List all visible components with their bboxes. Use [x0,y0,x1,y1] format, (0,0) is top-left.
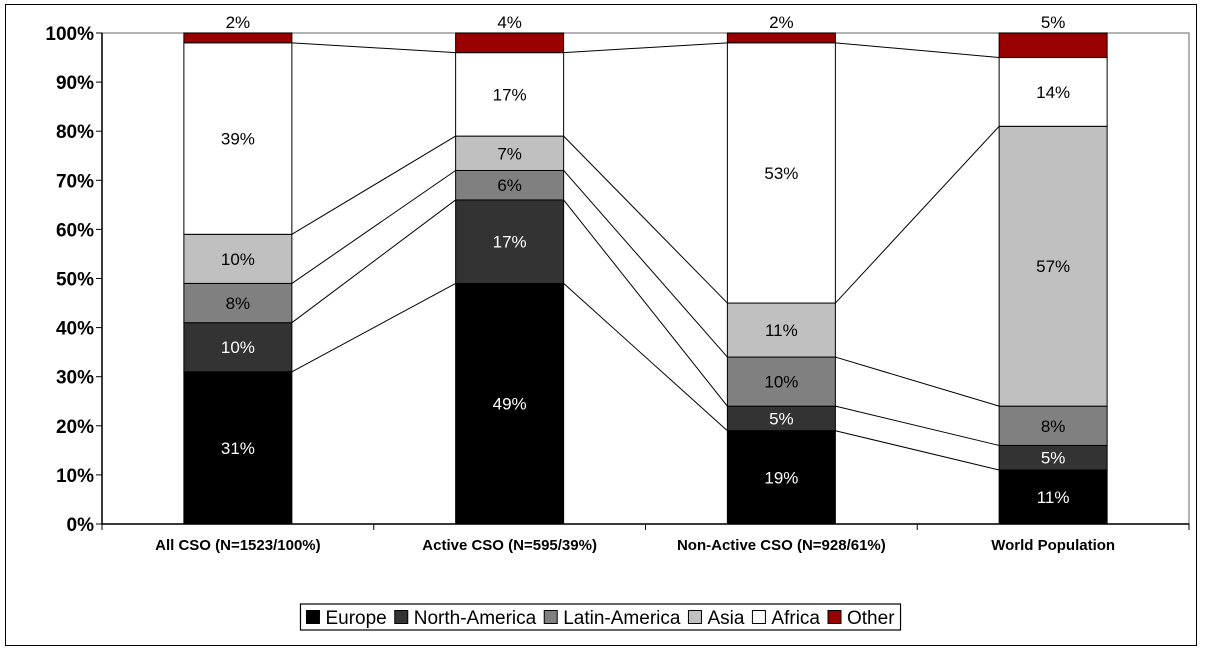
series-line-asia-3 [835,125,1000,304]
data-label-latin-america-4: 8% [1041,417,1066,436]
bar-other-3 [726,32,836,44]
legend-label-africa: Africa [771,608,820,629]
bar-asia-2 [455,135,565,171]
bar-latin-america-2 [455,169,565,201]
y-tick-label-60: 60% [56,220,94,241]
bars [183,32,1108,525]
legend-item-europe: Europe [305,608,387,629]
legend-swatch-europe [305,610,320,624]
series-line-latin-america-2 [563,170,728,358]
data-label-asia-3: 11% [765,321,798,340]
bar-africa-3 [726,42,836,304]
x-tick-label-3: Non-Active CSO (N=928/61%) [677,537,886,554]
series-line-asia-1 [291,135,456,235]
data-label-north-america-4: 5% [1041,449,1066,468]
data-label-north-america-1: 10% [221,338,255,357]
x-tick-label-1: All CSO (N=1523/100%) [155,537,321,554]
bar-latin-america-1 [183,282,293,324]
legend-label-europe: Europe [325,608,386,629]
y-tick-label-20: 20% [56,417,94,438]
legend-swatch-latin-america [543,610,558,624]
legend-label-north-america: North-America [414,608,537,629]
legend-item-asia: Asia [687,608,745,629]
data-label-latin-america-1: 8% [226,294,251,313]
bar-europe-3 [726,430,836,525]
legend-box [299,603,902,631]
axes: 0% 10% 20% 30% 40% 50% 60% 70% 80% 90% 100% All CSO… [45,24,1190,554]
data-label-other-1: 2% [226,13,251,32]
bar-latin-america-3 [726,356,836,407]
legend: Europe North-America Latin-America Asia Afri… [299,603,902,631]
data-label-north-america-2: 17% [493,233,527,252]
data-label-europe-1: 31% [221,439,255,458]
series-line-europe-2 [563,283,728,432]
data-label-asia-2: 7% [497,144,522,163]
data-label-africa-4: 14% [1036,83,1070,102]
y-tick-label-10: 10% [56,466,94,487]
y-tick-label-0: 0% [67,515,95,536]
series-line-north-america-2 [563,199,728,407]
data-label-europe-3: 19% [764,468,798,487]
y-tick-label-90: 90% [56,73,94,94]
y-tick-label-100: 100% [45,24,94,45]
data-label-europe-2: 49% [493,395,527,414]
bar-asia-1 [183,233,293,284]
legend-swatch-asia [687,610,702,624]
series-line-north-america-1 [291,199,456,324]
legend-item-africa: Africa [751,608,820,629]
data-label-other-3: 2% [769,13,794,32]
bar-other-2 [455,32,565,54]
bar-north-america-3 [726,405,836,432]
y-tick-label-50: 50% [56,270,94,291]
series-line-latin-america-1 [291,170,456,284]
series-line-africa-1 [291,42,456,54]
bar-africa-1 [183,42,293,235]
series-line-africa-2 [563,42,728,54]
legend-item-north-america: North-America [394,608,537,629]
data-label-north-america-3: 5% [769,409,794,428]
data-label-africa-3: 53% [764,164,798,183]
series-line-europe-1 [291,282,456,373]
series-line-north-america-3 [835,405,1000,446]
legend-label-latin-america: Latin-America [563,608,681,629]
data-labels: 31% 49% 19% 11% 10% 17% 5% 5% 8% 6% 10% 8% 10% 7% 11% 5… [221,13,1070,507]
data-label-africa-2: 17% [493,85,527,104]
x-tick-label-2: Active CSO (N=595/39%) [422,537,597,554]
bar-europe-1 [183,371,293,525]
y-tick-label-40: 40% [56,319,94,340]
x-tick-label-4: World Population [991,537,1115,554]
legend-swatch-other [827,610,842,624]
series-line-latin-america-3 [835,356,1000,407]
data-label-europe-4: 11% [1037,488,1070,507]
bar-north-america-4 [998,444,1108,471]
y-tick-label-80: 80% [56,122,94,143]
legend-label-other: Other [847,608,895,629]
data-label-asia-1: 10% [221,250,255,269]
legend-swatch-north-america [394,610,409,624]
bar-africa-2 [455,52,565,137]
y-tick-label-70: 70% [56,171,94,192]
data-label-other-4: 5% [1041,13,1066,32]
bar-north-america-1 [183,322,293,373]
series-line-africa-3 [835,42,1000,59]
series-lines [291,42,1000,471]
bar-latin-america-4 [998,405,1108,446]
series-line-asia-2 [563,135,728,304]
data-label-latin-america-3: 10% [764,373,798,392]
legend-item-other: Other [827,608,895,629]
data-label-latin-america-2: 6% [497,176,522,195]
legend-label-asia: Asia [707,608,744,629]
data-label-africa-1: 39% [221,130,255,149]
bar-other-4 [998,32,1108,59]
bar-other-1 [183,32,293,44]
y-tick-label-30: 30% [56,368,94,389]
legend-swatch-africa [751,610,766,624]
data-label-asia-4: 57% [1036,257,1070,276]
bar-north-america-2 [455,199,565,284]
legend-item-latin-america: Latin-America [543,608,681,629]
data-label-other-2: 4% [497,13,522,32]
series-line-europe-3 [835,430,1000,471]
